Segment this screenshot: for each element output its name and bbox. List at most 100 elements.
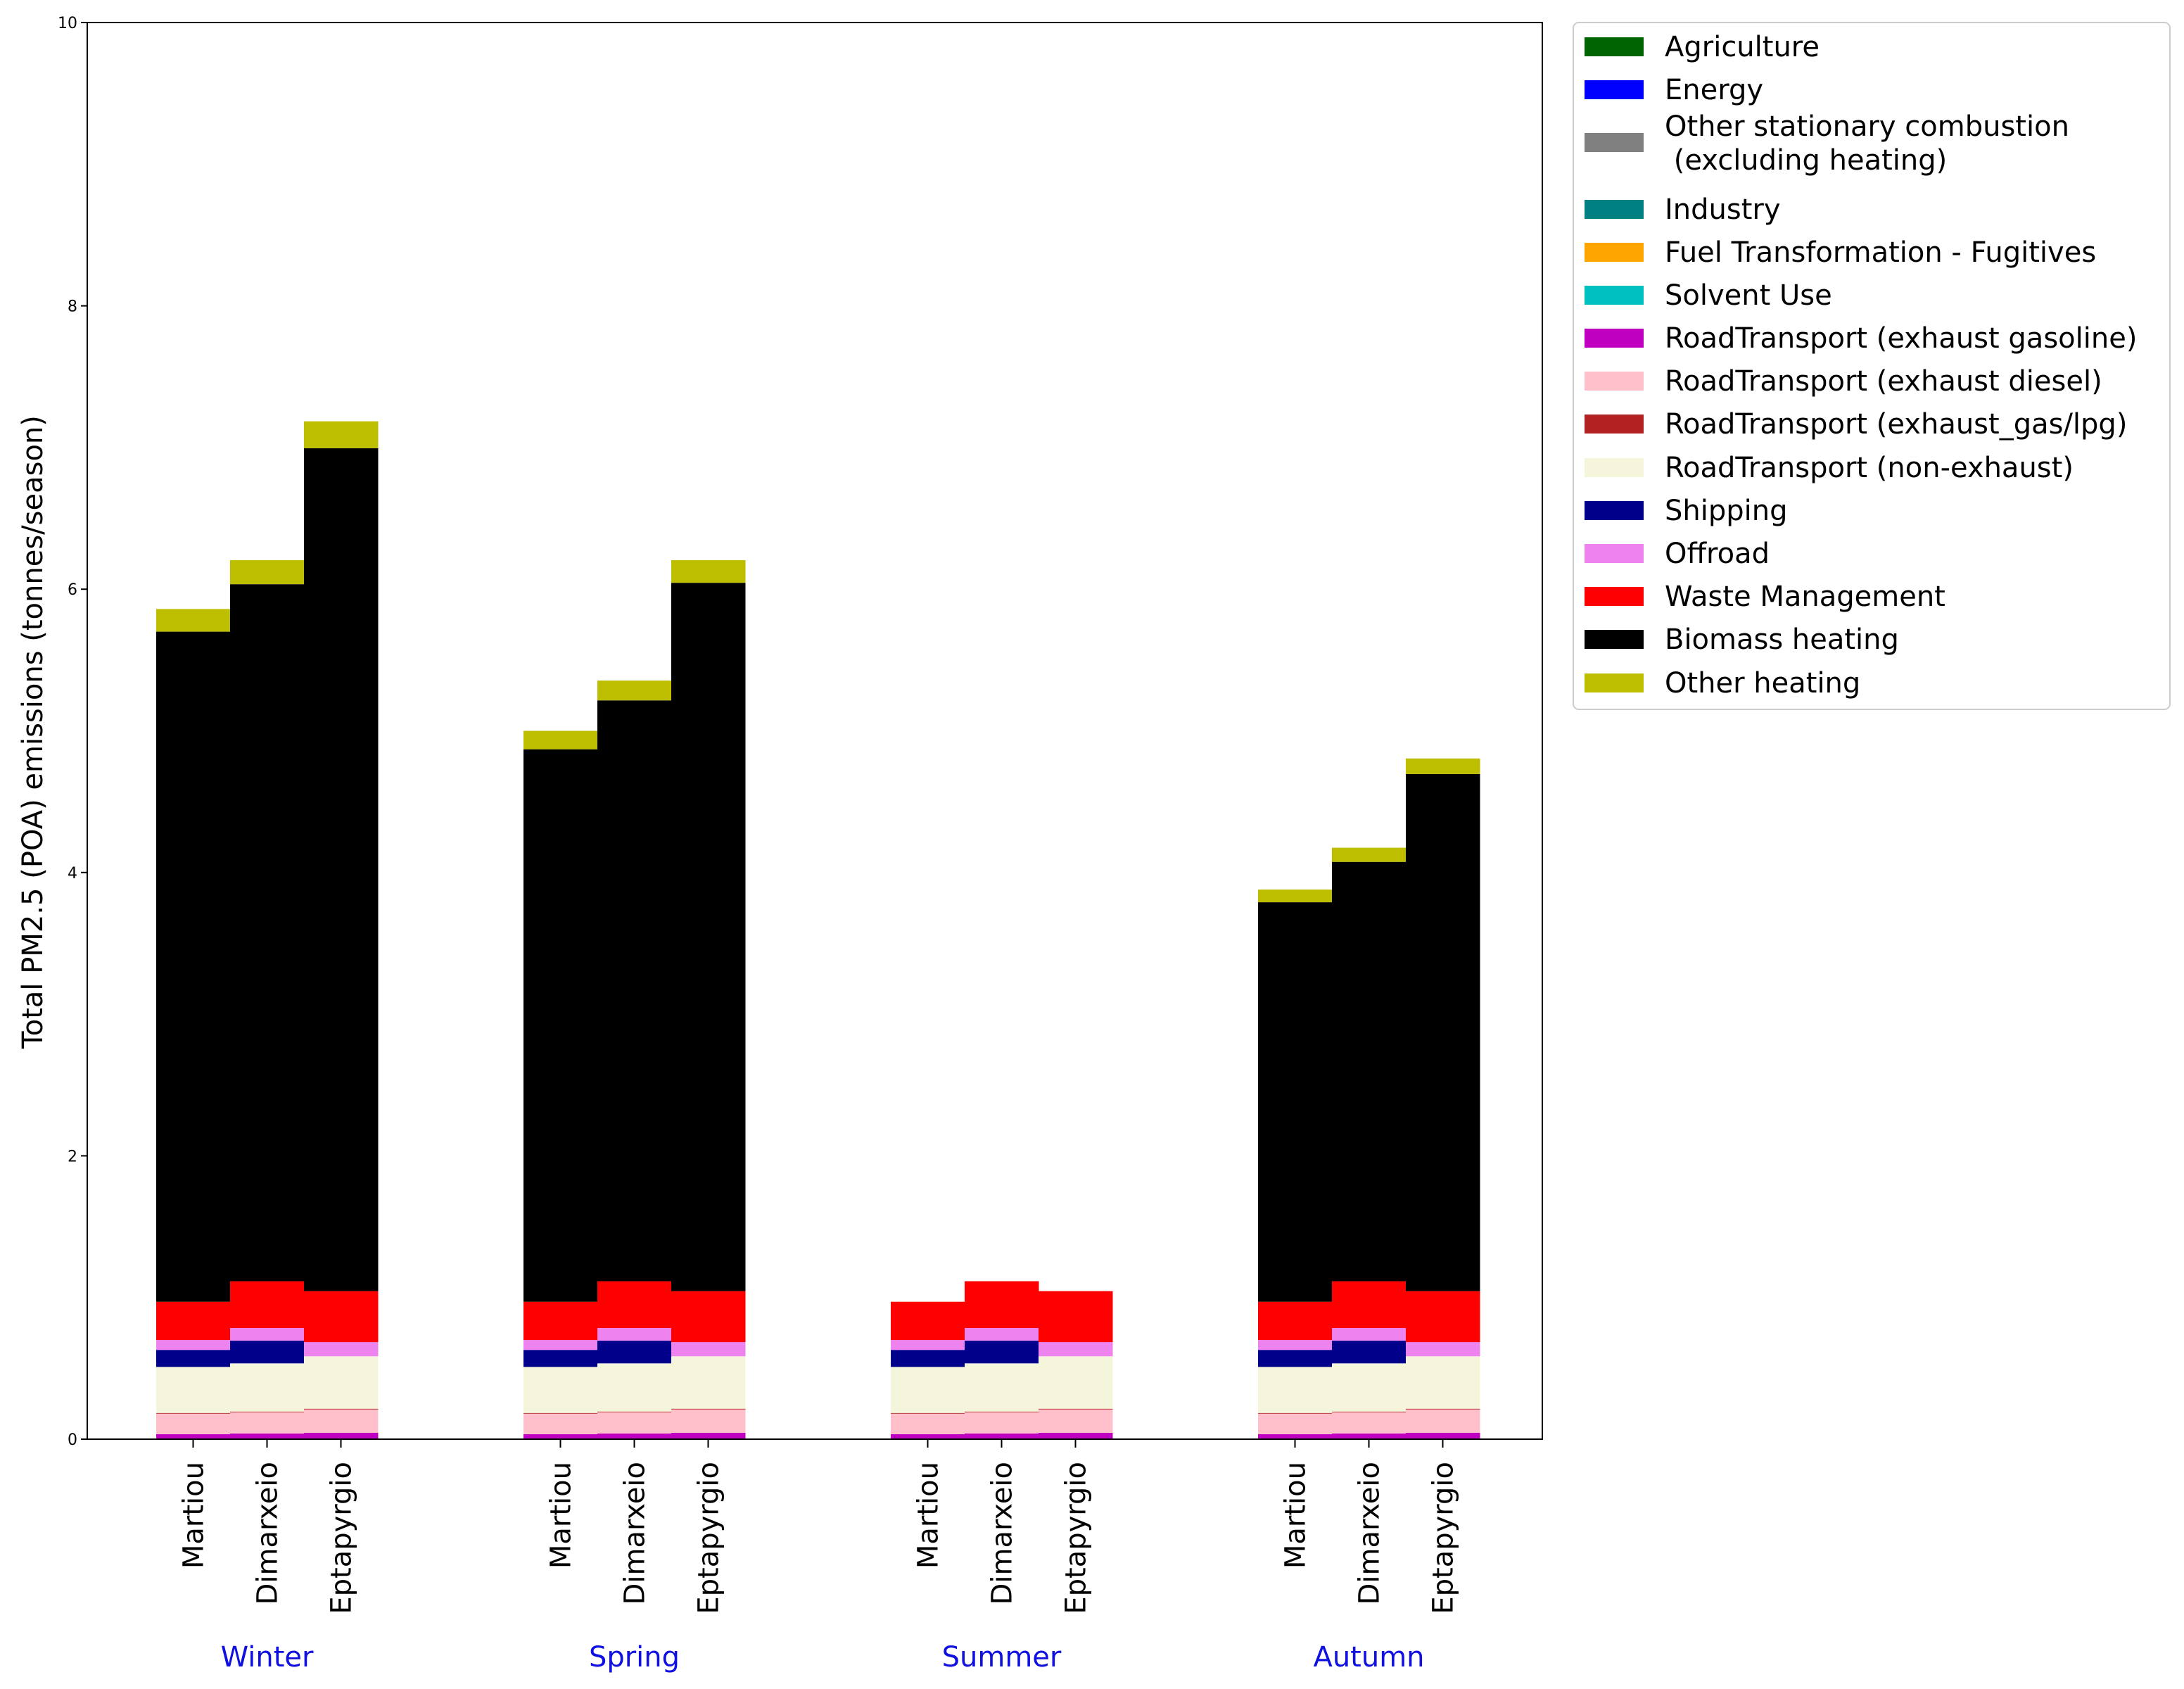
bar-segment — [671, 1342, 746, 1357]
y-tick-label: 8 — [68, 298, 77, 316]
legend-swatch — [1585, 37, 1644, 56]
bar-segment — [523, 1413, 598, 1434]
bar-segment — [891, 1340, 965, 1350]
bar-segment — [304, 1432, 379, 1438]
bar-segment — [1258, 889, 1333, 903]
legend-swatch — [1585, 458, 1644, 477]
bar-segment — [156, 1412, 231, 1414]
legend-swatch — [1585, 673, 1644, 692]
y-tick-label: 2 — [68, 1148, 77, 1165]
bar-segment — [1406, 1291, 1480, 1343]
bar-segment — [1332, 847, 1407, 862]
bar-segment — [965, 1341, 1039, 1364]
bar-segment — [304, 1408, 379, 1410]
y-axis: 0 2 4 6 8 10 — [58, 15, 87, 1449]
y-tick-label: 6 — [68, 581, 77, 599]
x-category-label: Eptapyrgio — [693, 1462, 725, 1614]
legend-swatch — [1585, 80, 1644, 99]
bar-segment — [1258, 1367, 1333, 1413]
bar-segment — [156, 1413, 231, 1434]
legend-label: RoadTransport (exhaust gasoline) — [1665, 322, 2137, 355]
bar-segment — [1406, 758, 1480, 774]
bar-segment — [1406, 1342, 1480, 1357]
bar-segment — [230, 1363, 305, 1412]
legend-swatch — [1585, 243, 1644, 262]
y-axis-label: Total PM2.5 (POA) emissions (tonnes/seas… — [17, 415, 49, 1049]
bar-segment — [156, 1340, 231, 1350]
bar-segment — [891, 1367, 965, 1413]
x-category-label: Eptapyrgio — [326, 1462, 358, 1614]
x-category-label: Dimarxeio — [619, 1462, 652, 1605]
bar-segment — [965, 1433, 1039, 1438]
x-category-label: Eptapyrgio — [1060, 1462, 1093, 1614]
bar-segment — [230, 1412, 305, 1434]
bar-segment — [1406, 773, 1480, 1291]
legend-label: Biomass heating — [1665, 624, 1899, 656]
bar-segment — [523, 1367, 598, 1413]
bar-segment — [965, 1363, 1039, 1412]
bar-segment — [1258, 902, 1333, 1302]
bar-segment — [304, 1356, 379, 1409]
bar-segment — [523, 1412, 598, 1414]
legend: Agriculture Energy Other stationary combus… — [1573, 22, 2171, 710]
bar-segment — [156, 609, 231, 632]
bars-layer — [156, 421, 1480, 1439]
bar-segment — [597, 1327, 672, 1341]
y-tick-label: 0 — [68, 1431, 77, 1449]
bar-segment — [230, 1433, 305, 1438]
bar-segment — [1332, 861, 1407, 1282]
bar-segment — [597, 1412, 672, 1434]
bar-segment — [597, 681, 672, 701]
legend-label: RoadTransport (exhaust diesel) — [1665, 365, 2102, 398]
legend-swatch — [1585, 415, 1644, 434]
bar-segment — [1039, 1408, 1113, 1410]
legend-label: Agriculture — [1665, 31, 1820, 63]
x-category-label: Dimarxeio — [252, 1462, 284, 1605]
season-label: Summer — [942, 1641, 1062, 1674]
bar-segment — [965, 1327, 1039, 1341]
legend-label: Other heating — [1665, 667, 1860, 700]
legend-label: Energy — [1665, 74, 1763, 106]
bar-segment — [523, 749, 598, 1302]
bar-segment — [1258, 1350, 1333, 1367]
bar-segment — [671, 1356, 746, 1409]
y-tick-label: 10 — [58, 15, 77, 32]
x-axis: Martiou Dimarxeio Eptapyrgio Winter Martiou D… — [178, 1439, 1460, 1674]
bar-segment — [1039, 1432, 1113, 1438]
legend-label: Solvent Use — [1665, 279, 1832, 312]
bar-segment — [1332, 1281, 1407, 1328]
legend-label: Other stationary combustion (excluding h… — [1665, 110, 2069, 177]
bar-segment — [156, 1367, 231, 1413]
bar-segment — [597, 1281, 672, 1328]
bar-segment — [891, 1413, 965, 1434]
legend-label: RoadTransport (exhaust_gas/lpg) — [1665, 408, 2127, 441]
bar-segment — [304, 1291, 379, 1343]
bar-segment — [304, 1342, 379, 1357]
bar-segment — [1039, 1342, 1113, 1357]
bar-segment — [523, 730, 598, 749]
bar-segment — [1258, 1301, 1333, 1341]
bar-segment — [230, 584, 305, 1282]
bar-segment — [304, 1409, 379, 1433]
bar-segment — [1332, 1363, 1407, 1412]
legend-label: Industry — [1665, 194, 1781, 226]
bar-segment — [523, 1340, 598, 1350]
bar-segment — [156, 1434, 231, 1438]
bar-segment — [891, 1434, 965, 1438]
plot-area-frame — [87, 22, 1543, 1440]
bar-segment — [891, 1412, 965, 1414]
legend-swatch — [1585, 501, 1644, 520]
bar-segment — [523, 1434, 598, 1438]
bar-segment — [1039, 1409, 1113, 1433]
legend-label: Fuel Transformation - Fugitives — [1665, 236, 2096, 269]
bar-segment — [1332, 1327, 1407, 1341]
bar-segment — [1258, 1412, 1333, 1414]
bar-segment — [1406, 1356, 1480, 1409]
bar-segment — [597, 700, 672, 1282]
x-category-label: Martiou — [178, 1462, 210, 1569]
bar-segment — [230, 559, 305, 585]
bar-segment — [1258, 1340, 1333, 1350]
x-category-label: Dimarxeio — [1354, 1462, 1386, 1605]
bar-segment — [156, 1350, 231, 1367]
legend-label: Shipping — [1665, 495, 1788, 527]
